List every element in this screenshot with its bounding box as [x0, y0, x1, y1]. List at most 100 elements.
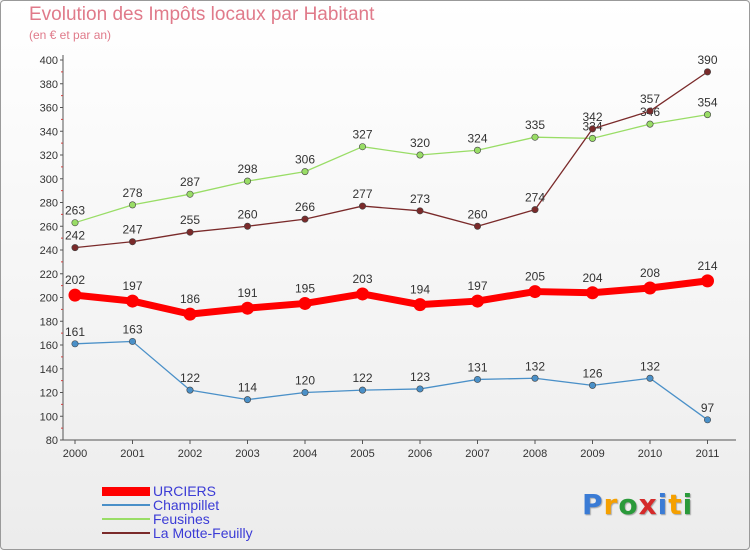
- series-champillet: 161 163 122 114 120 122 123 131 132 126 132 97: [65, 322, 714, 424]
- data-point: [241, 301, 254, 315]
- data-label: 122: [180, 371, 200, 385]
- data-point: [129, 201, 137, 209]
- data-label: 320: [410, 136, 430, 150]
- y-tick-label: 280: [40, 198, 58, 210]
- logo-letter: x: [638, 488, 658, 521]
- data-point: [129, 238, 137, 246]
- y-tick-label: 140: [40, 364, 58, 376]
- legend-item-urciers: URCIERS: [102, 483, 362, 499]
- series-line: [74, 277, 708, 318]
- data-point: [244, 396, 252, 404]
- data-point: [473, 222, 481, 230]
- x-tick-label: 2004: [293, 448, 317, 460]
- data-point: [298, 296, 312, 310]
- data-point: [301, 215, 309, 223]
- series-la-motte-feuilly: 242 247 255 260 266 277 273 260 274 342 357 390: [65, 53, 718, 252]
- logo-letter: i: [657, 488, 669, 521]
- data-point: [183, 307, 197, 321]
- data-point: [71, 244, 79, 252]
- y-tick-label: 100: [40, 411, 58, 423]
- y-tick-label: 160: [40, 340, 58, 352]
- data-point: [646, 374, 654, 382]
- data-label: 203: [352, 272, 372, 286]
- data-point: [588, 134, 596, 142]
- data-label: 197: [467, 279, 487, 293]
- data-label: 273: [410, 192, 430, 206]
- data-label: 298: [237, 162, 257, 176]
- data-label: 204: [582, 271, 602, 285]
- data-label: 122: [352, 371, 372, 385]
- data-point: [186, 190, 194, 198]
- data-label: 335: [525, 118, 545, 132]
- data-point: [186, 386, 194, 394]
- data-label: 260: [467, 207, 487, 221]
- data-point: [129, 337, 137, 345]
- series-line: [74, 113, 708, 224]
- x-tick-label: 2010: [638, 448, 662, 460]
- logo-letter: t: [668, 488, 683, 521]
- data-point: [703, 68, 711, 76]
- data-label: 132: [640, 359, 660, 373]
- data-point: [416, 151, 424, 159]
- y-tick-label: 260: [40, 221, 58, 233]
- chart-subtitle: (en € et par an): [29, 28, 112, 42]
- data-point: [531, 133, 539, 141]
- logo-letter: r: [603, 488, 619, 521]
- data-point: [126, 294, 139, 308]
- y-tick-label: 300: [40, 174, 58, 186]
- data-label: 132: [525, 359, 545, 373]
- y-tick-label: 180: [40, 316, 58, 328]
- y-tick-label: 240: [40, 245, 58, 257]
- data-point: [531, 374, 539, 382]
- legend-label: Champillet: [153, 497, 220, 513]
- data-point: [701, 274, 714, 288]
- data-point: [703, 416, 711, 424]
- data-point: [646, 107, 654, 115]
- x-tick-label: 2007: [465, 448, 489, 460]
- logo-letter: i: [682, 488, 694, 521]
- data-point: [416, 385, 424, 393]
- y-tick-label: 320: [40, 150, 58, 162]
- legend-swatch: [102, 518, 150, 520]
- x-tick-label: 2003: [235, 448, 259, 460]
- x-tick-label: 2011: [696, 448, 720, 460]
- legend-item-feusines: Feusines: [102, 511, 362, 527]
- data-label: 186: [180, 292, 200, 306]
- series-line: [74, 71, 708, 249]
- data-point: [358, 202, 366, 210]
- data-label: 242: [65, 229, 85, 243]
- data-point: [358, 386, 366, 394]
- x-tick-label: 2002: [178, 448, 202, 460]
- x-tick-label: 2006: [408, 448, 432, 460]
- data-point: [301, 168, 309, 176]
- x-tick-label: 2008: [523, 448, 547, 460]
- data-point: [471, 294, 484, 308]
- y-tick-label: 80: [46, 435, 58, 447]
- data-point: [71, 219, 79, 227]
- x-tick-label: 2005: [350, 448, 374, 460]
- legend-swatch: [102, 532, 150, 534]
- logo-letter: P: [582, 488, 604, 521]
- logo-letter: o: [618, 488, 639, 521]
- data-label: 131: [467, 360, 487, 374]
- data-label: 277: [352, 187, 372, 201]
- x-tick-label: 2009: [580, 448, 604, 460]
- data-point: [71, 340, 79, 348]
- proxiti-logo: Proxiti: [582, 488, 693, 521]
- legend-label: Feusines: [153, 511, 210, 527]
- series-urciers: 202 197 186 191 195 203 194 197 205 204 208 214: [65, 259, 718, 321]
- series-line: [74, 340, 708, 421]
- data-label: 161: [65, 325, 85, 339]
- y-tick-label: 360: [40, 103, 58, 115]
- data-point: [413, 298, 427, 312]
- data-label: 163: [122, 322, 142, 336]
- data-point: [186, 228, 194, 236]
- data-point: [358, 143, 366, 151]
- data-point: [68, 288, 82, 302]
- data-point: [586, 286, 599, 300]
- data-point: [416, 207, 424, 215]
- legend-item-la-motte-feuilly: La Motte-Feuilly: [102, 525, 362, 541]
- data-label: 126: [582, 366, 602, 380]
